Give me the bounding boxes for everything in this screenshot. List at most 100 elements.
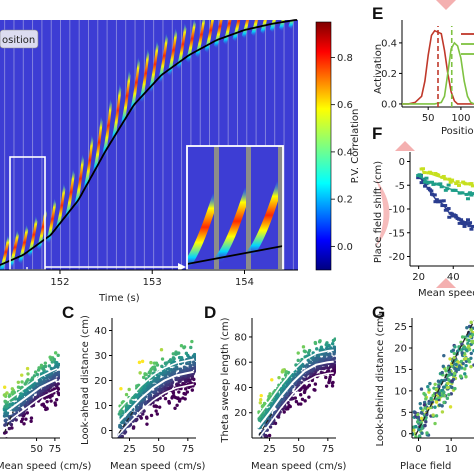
data-point xyxy=(282,410,286,414)
theta-sweep xyxy=(64,168,75,221)
shift-point xyxy=(459,218,464,222)
data-point xyxy=(155,412,160,416)
data-point xyxy=(414,435,418,438)
data-point xyxy=(49,383,54,388)
shift-point xyxy=(429,171,434,175)
activation-series xyxy=(402,29,474,105)
data-point xyxy=(24,417,28,421)
theta-sweep xyxy=(83,134,94,192)
data-point xyxy=(431,413,435,417)
panel-b-xlabel: Mean speed (cm/s) xyxy=(0,461,92,472)
shift-point xyxy=(433,200,438,204)
data-point xyxy=(434,397,438,401)
data-point xyxy=(412,428,416,432)
data-point xyxy=(319,358,323,363)
data-point xyxy=(127,413,131,418)
shift-point xyxy=(439,199,444,203)
data-point xyxy=(274,397,278,401)
data-point xyxy=(316,365,320,369)
data-point xyxy=(26,378,30,382)
data-point xyxy=(156,375,161,380)
data-point xyxy=(190,388,195,392)
data-point xyxy=(178,397,182,401)
data-point xyxy=(463,367,467,371)
panel-c-ylabel: Look-ahead distance (cm) xyxy=(80,315,91,445)
data-point xyxy=(441,385,446,389)
data-point xyxy=(324,384,329,388)
trend-line xyxy=(117,383,194,437)
data-point xyxy=(173,406,177,410)
panel-g: G 0 10 0 5 10 15 20 25 Look-behind distance (cm… xyxy=(372,303,474,472)
activation-plot: 50 100 0.0 0.2 0.4 xyxy=(381,20,474,124)
data-point xyxy=(260,414,265,418)
speed-marker-bottom xyxy=(436,278,456,288)
data-point xyxy=(25,366,30,371)
x-tick-label: 75 xyxy=(321,444,334,455)
data-point xyxy=(259,398,263,402)
y-tick-label: 40 xyxy=(94,326,107,337)
place-field-shift-plot: 20 40 0 -5 -10 -15 -20 xyxy=(389,152,474,283)
data-point xyxy=(49,357,53,362)
colorbar-gradient xyxy=(315,21,332,271)
panel-letter-f: F xyxy=(372,124,382,143)
x-tick-label: 154 xyxy=(235,277,254,288)
data-point xyxy=(433,405,437,409)
reference-line xyxy=(258,411,274,436)
data-point xyxy=(467,338,471,343)
data-point xyxy=(441,393,445,398)
data-point xyxy=(187,379,191,383)
data-point xyxy=(21,402,25,406)
data-point xyxy=(428,381,432,386)
data-point xyxy=(149,360,153,365)
data-point xyxy=(158,396,162,400)
data-point xyxy=(173,395,178,400)
data-point xyxy=(303,399,307,403)
data-point xyxy=(118,425,122,429)
data-point xyxy=(412,438,415,441)
x-tick-label: 50 xyxy=(292,444,305,455)
panel-f: F 20 40 0 -5 -10 -15 -20 Place field shift (cm… xyxy=(372,124,474,299)
data-point xyxy=(299,402,303,406)
data-point xyxy=(461,361,465,366)
data-point xyxy=(19,392,23,397)
x-tick-label: 50 xyxy=(30,444,43,455)
panel-f-ylabel: Place field shift (cm) xyxy=(373,161,384,263)
data-point xyxy=(56,365,60,369)
shift-point xyxy=(424,176,429,180)
data-point xyxy=(463,372,467,376)
data-point xyxy=(264,409,269,413)
data-point xyxy=(285,382,290,387)
panel-f-xlabel: Mean speed xyxy=(418,288,474,299)
data-point xyxy=(447,392,451,397)
data-point xyxy=(165,383,169,387)
data-point xyxy=(429,396,433,401)
legend-box xyxy=(0,29,39,49)
data-point xyxy=(280,370,285,374)
data-point xyxy=(282,397,286,401)
data-point xyxy=(18,386,23,390)
y-tick-label: -15 xyxy=(389,228,405,239)
look-behind-scatter: 0 10 0 5 10 15 20 25 xyxy=(394,318,474,455)
y-tick-label: 80 xyxy=(234,332,247,343)
data-point xyxy=(464,375,468,379)
data-point xyxy=(24,380,28,385)
inset-trajectory xyxy=(187,245,283,265)
data-point xyxy=(471,339,474,344)
main-x-axis: 152 153 154 xyxy=(0,269,298,288)
data-point xyxy=(281,377,285,382)
data-point xyxy=(36,391,40,395)
data-point xyxy=(8,421,12,425)
data-point xyxy=(273,421,278,426)
data-point xyxy=(131,426,136,430)
data-point xyxy=(166,371,171,376)
data-point xyxy=(423,406,427,410)
data-point xyxy=(284,370,289,374)
y-tick-label: 15 xyxy=(394,365,407,376)
x-tick-label: 25 xyxy=(123,444,136,455)
data-point xyxy=(464,363,468,368)
data-point xyxy=(442,353,446,358)
data-point xyxy=(333,337,336,341)
data-point xyxy=(14,406,19,410)
shift-point xyxy=(440,204,445,208)
data-point xyxy=(14,418,18,422)
